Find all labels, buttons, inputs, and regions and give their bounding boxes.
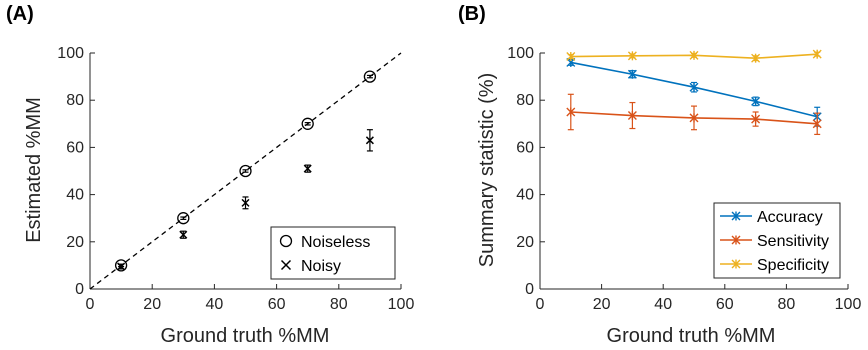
noiseless-error-bar — [180, 216, 187, 220]
noisy-point — [179, 230, 188, 239]
panel-a-y-tick-label: 60 — [66, 139, 84, 156]
panel-a-plot-area: 0 20 40 60 80 100 0 20 40 60 80 100 — [57, 45, 414, 313]
panel-b: (B) 0 20 40 60 80 100 0 20 40 60 80 100 Ground trut… — [458, 3, 861, 347]
noisy-legend-label: Noisy — [301, 258, 341, 275]
panel-a-y-tick-label: 80 — [66, 92, 84, 109]
noisy-point — [117, 262, 126, 271]
panel-a: (A) 0 20 40 60 80 100 0 20 40 60 80 100 Ground trut… — [6, 3, 414, 347]
panel-a-y-tick-label: 0 — [75, 281, 84, 298]
noisy-point — [241, 198, 250, 207]
noisy-point-stroke-b — [365, 136, 374, 145]
panel-a-y-axis-title: Estimated %MM — [23, 97, 45, 243]
panel-b-y-tick-label: 0 — [525, 281, 534, 298]
panel-b-x-tick-label: 100 — [835, 296, 862, 313]
panel-b-y-tick-label: 40 — [516, 187, 534, 204]
noiseless-point — [301, 117, 314, 130]
panel-b-legend: Accuracy Sensitivity Specificity — [713, 202, 841, 279]
noiseless-point — [363, 70, 377, 83]
noisy-point — [365, 136, 374, 145]
panel-b-y-axis-title: Summary statistic (%) — [476, 73, 498, 267]
panel-b-label: (B) — [458, 3, 486, 25]
noiseless-error-bar — [304, 122, 311, 126]
panel-a-x-tick-label: 100 — [388, 296, 415, 313]
noisy-point — [303, 164, 312, 173]
panel-a-y-tick-label: 40 — [66, 187, 84, 204]
noisy-point-stroke-b — [241, 198, 250, 207]
noiseless-point — [177, 212, 190, 225]
panel-b-x-tick-label: 80 — [778, 296, 796, 313]
sensitivity-legend-label: Sensitivity — [757, 233, 829, 250]
panel-a-y-tick-label: 100 — [57, 45, 84, 62]
panel-a-legend: Noiseless Noisy — [270, 226, 396, 280]
noiseless-point — [114, 259, 128, 272]
noisy-point-stroke-b — [117, 262, 126, 271]
panel-b-x-tick-label: 0 — [536, 296, 545, 313]
panel-a-x-tick-label: 20 — [143, 296, 161, 313]
panel-b-x-tick-label: 40 — [654, 296, 672, 313]
panel-b-x-tick-label: 20 — [593, 296, 611, 313]
noiseless-error-bar — [366, 74, 373, 79]
noisy-legend-marker — [280, 259, 292, 271]
noiseless-error-bar — [242, 169, 249, 173]
noiseless-point — [239, 164, 252, 178]
panel-b-plot-area: 0 20 40 60 80 100 0 20 40 60 80 100 — [507, 45, 861, 313]
noiseless-legend-marker — [279, 234, 293, 248]
panel-b-x-axis-title: Ground truth %MM — [607, 325, 776, 347]
noiseless-legend-label: Noiseless — [301, 234, 370, 251]
panel-a-x-tick-label: 60 — [268, 296, 286, 313]
panel-a-label: (A) — [6, 3, 34, 25]
panel-b-x-tick-label: 60 — [716, 296, 734, 313]
panel-a-y-tick-label: 20 — [66, 234, 84, 251]
identity-reference-line — [89, 52, 402, 290]
panel-b-y-tick-label: 80 — [516, 92, 534, 109]
specificity-legend-label: Specificity — [757, 257, 829, 274]
panel-b-y-tick-label: 100 — [507, 45, 534, 62]
panel-a-x-tick-label: 0 — [86, 296, 95, 313]
panel-a-x-tick-label: 40 — [206, 296, 224, 313]
panel-b-y-tick-label: 20 — [516, 234, 534, 251]
noisy-point-stroke-b — [179, 230, 188, 239]
panel-a-legend-box — [270, 226, 396, 280]
noisy-point-stroke-b — [303, 164, 312, 173]
panel-a-x-tick-label: 80 — [330, 296, 348, 313]
accuracy-legend-label: Accuracy — [757, 209, 823, 226]
panel-b-y-tick-label: 60 — [516, 139, 534, 156]
panel-a-x-axis-title: Ground truth %MM — [161, 325, 330, 347]
